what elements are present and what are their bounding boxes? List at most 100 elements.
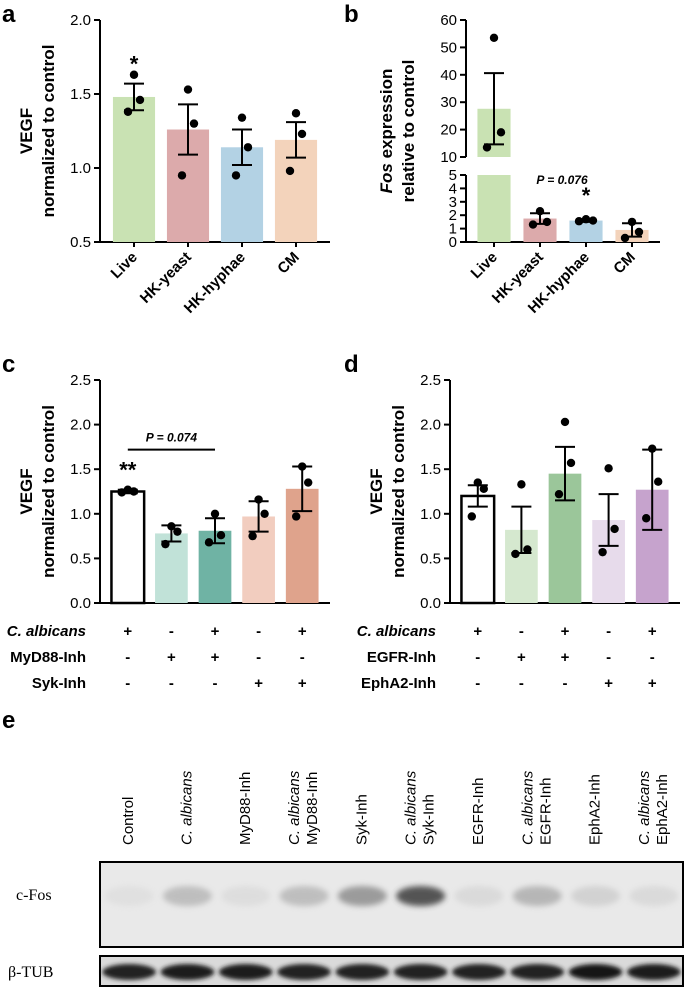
bar-0 <box>112 96 156 243</box>
panel-label-b: b <box>344 1 359 28</box>
condition-sign: - <box>213 675 218 692</box>
blot-row-label-cfos: c-Fos <box>16 887 52 904</box>
lane-label-text: EphA2-Inh <box>587 774 604 845</box>
y-tick-label: 4 <box>449 180 457 197</box>
y-axis-title: VEGF normalized to control <box>367 405 408 578</box>
bar-2-data-point <box>560 417 570 427</box>
bar-3-data-point <box>610 524 619 534</box>
bar-0-data-point <box>135 95 145 105</box>
y-tick-label: 0.0 <box>70 595 91 612</box>
y-tick-label: 3 <box>449 194 457 211</box>
condition-sign: - <box>256 623 261 640</box>
bar-3-data-point <box>254 495 263 504</box>
lane-label-text: EphA2-Inh <box>654 774 671 845</box>
bar-2-data-point <box>210 509 220 518</box>
condition-sign: - <box>563 675 568 692</box>
significance-star: * <box>582 183 591 208</box>
bar-0 <box>460 494 496 605</box>
condition-sign: + <box>254 675 263 692</box>
condition-label: Syk-Inh <box>32 675 86 692</box>
bar-3-data-point <box>627 217 637 227</box>
panel-label-e: e <box>2 707 15 734</box>
cfos-band <box>454 886 504 906</box>
lane-label-4: Syk-Inh <box>353 794 370 845</box>
y-tick-label: 1.0 <box>70 506 91 523</box>
condition-sign: - <box>519 623 524 640</box>
lane-label-text: Syk-Inh <box>353 794 370 845</box>
y-axis-title-italic: Fos <box>377 163 396 193</box>
condition-sign: + <box>298 623 307 640</box>
bar-1-data-point <box>161 539 170 549</box>
condition-sign: + <box>561 649 570 666</box>
condition-sign: + <box>648 623 657 640</box>
lane-label-3: C. albicansMyD88-Inh <box>286 770 321 845</box>
bar-2-data-point <box>216 531 226 540</box>
y-axis-title-line1: VEGF <box>17 468 36 514</box>
condition-label: EphA2-Inh <box>361 675 436 692</box>
y-tick-label: 0.5 <box>70 550 91 567</box>
bar-0-data-point <box>482 143 492 152</box>
cfos-band <box>279 886 329 906</box>
lane-label-2: MyD88-Inh <box>237 772 254 845</box>
y-axis-title-rest: expression <box>377 69 396 164</box>
bar-1-data-point <box>177 171 187 180</box>
cfos-band <box>571 886 621 906</box>
lane-label-text: Syk-Inh <box>421 794 438 845</box>
lane-label-text: Control <box>120 797 137 845</box>
condition-sign: + <box>648 675 657 692</box>
y-tick-label: 1.5 <box>420 461 441 478</box>
bar-0-data-point <box>117 488 127 497</box>
bar-3-data-point <box>248 531 257 541</box>
y-tick-label: 2 <box>449 207 457 224</box>
lane-label-italic: C. albicans <box>286 770 303 845</box>
y-tick-label: 20 <box>440 122 457 139</box>
tubulin-band <box>452 964 506 980</box>
y-tick-label: 1.0 <box>420 506 441 523</box>
y-tick-label: 5 <box>449 167 457 184</box>
condition-sign: + <box>211 649 220 666</box>
condition-sign: + <box>211 623 220 640</box>
tubulin-band <box>335 964 390 980</box>
bar-1-data-point <box>511 549 520 559</box>
condition-sign: - <box>125 649 130 666</box>
y-tick-label: 0.5 <box>420 550 441 567</box>
condition-label: EGFR-Inh <box>367 649 436 666</box>
bar-4-data-point <box>642 514 651 523</box>
condition-sign: + <box>167 649 176 666</box>
bar-2-data-point <box>588 216 598 225</box>
bar-2-data-point <box>581 215 591 224</box>
bar-0-data-point <box>129 487 138 496</box>
bar-4-data-point <box>298 462 307 471</box>
y-tick-label: 50 <box>440 39 457 56</box>
bar-0-data-point <box>473 478 482 487</box>
bar-0-data-point <box>129 70 139 79</box>
bar-3-data-point <box>604 464 613 473</box>
chart-panel-a: VEGF normalized to control 0.5 1.0 1.5 2.0 * Li… <box>17 12 330 317</box>
condition-sign: - <box>169 675 174 692</box>
condition-sign: - <box>169 623 174 640</box>
bar-3-data-point <box>291 109 301 118</box>
y-tick-label: 2.0 <box>70 417 91 434</box>
bar-2-data-point <box>204 538 214 547</box>
condition-label: MyD88-Inh <box>10 649 86 666</box>
bar-1-data-point <box>528 220 538 229</box>
tubulin-band <box>160 964 215 980</box>
lane-label-7: C. albicansEGFR-Inh <box>519 770 554 845</box>
condition-sign: - <box>125 675 130 692</box>
tubulin-band <box>568 964 623 980</box>
cfos-band <box>629 886 679 906</box>
chart-panel-c: VEGF normalized to control 0.0 0.5 1.0 1.5 2.0… <box>7 372 330 692</box>
cfos-band <box>162 886 212 906</box>
lane-label-6: EGFR-Inh <box>470 777 487 845</box>
bar-2-data-point <box>574 217 584 226</box>
lane-label-0: Control <box>120 797 137 845</box>
bar-4-data-point <box>292 512 301 521</box>
y-axis-title-line2: relative to control <box>399 60 418 203</box>
lane-label-8: EphA2-Inh <box>587 774 604 845</box>
bar-0-data-point <box>496 128 506 137</box>
y-tick-label: 10 <box>440 149 457 166</box>
bar-2 <box>569 220 603 242</box>
bar-1-data-point <box>189 119 199 128</box>
condition-sign: - <box>256 649 261 666</box>
bar-1-data-point <box>523 545 532 554</box>
